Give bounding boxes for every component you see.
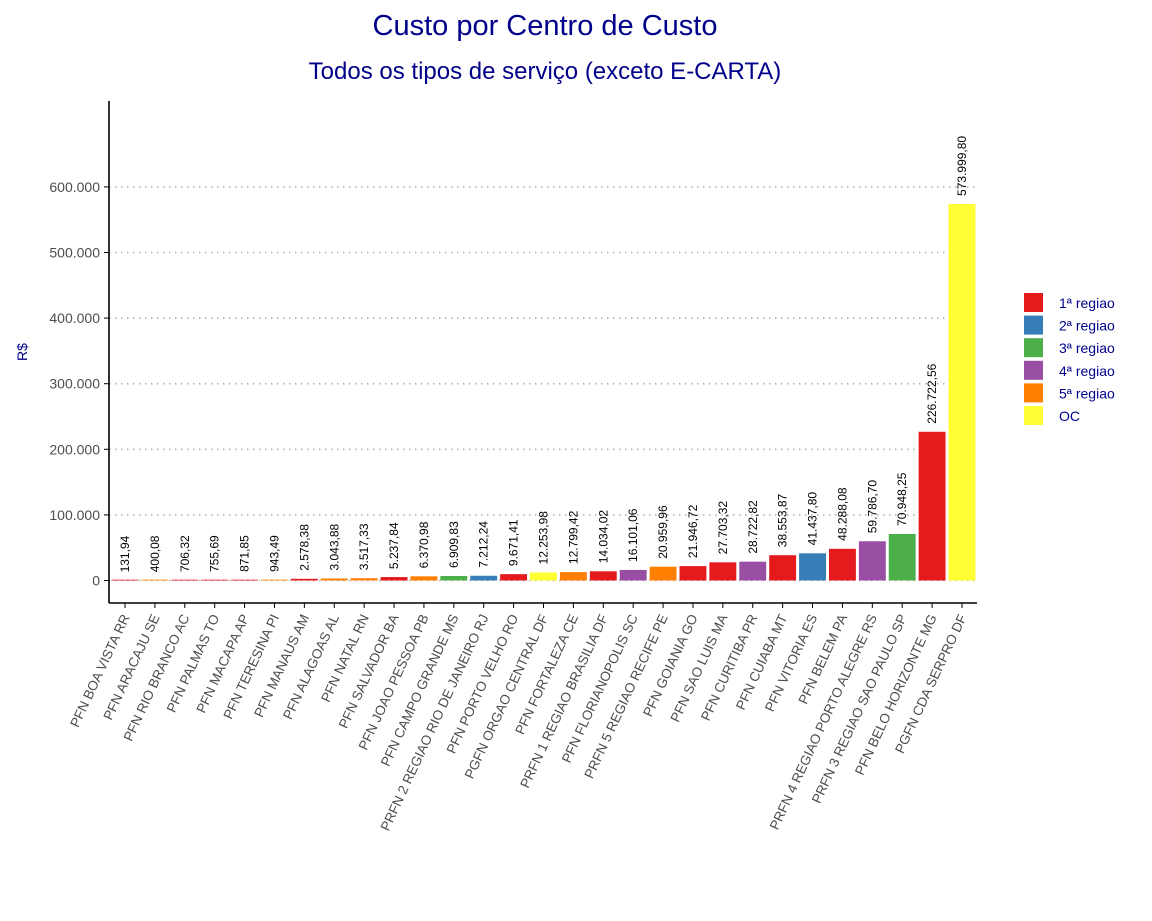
data-label: 573.999,80 bbox=[955, 136, 969, 196]
data-label: 48.288,08 bbox=[835, 487, 849, 541]
y-tick-label: 300.000 bbox=[49, 376, 100, 392]
data-label: 871,85 bbox=[238, 535, 252, 572]
bar bbox=[290, 578, 318, 581]
data-label: 14.034,02 bbox=[596, 510, 610, 564]
bar bbox=[589, 571, 617, 581]
bar bbox=[410, 576, 438, 581]
data-label: 2.578,38 bbox=[297, 524, 311, 571]
bar bbox=[201, 579, 229, 581]
data-label: 226.722,56 bbox=[925, 363, 939, 423]
bar bbox=[799, 553, 826, 581]
legend-label: 2ª regiao bbox=[1059, 318, 1115, 334]
data-label: 16.101,06 bbox=[626, 508, 640, 562]
bar bbox=[440, 575, 468, 581]
data-label: 400,08 bbox=[148, 535, 162, 572]
bar bbox=[709, 562, 737, 581]
y-tick-label: 400.000 bbox=[49, 310, 100, 326]
bar bbox=[141, 579, 169, 581]
data-label: 9.671,41 bbox=[507, 519, 521, 566]
data-label: 12.253,98 bbox=[537, 511, 551, 565]
data-label: 7.212,24 bbox=[477, 521, 491, 568]
axes: 0 100.000 200.000 300.000 400.000 500.000 600.… bbox=[14, 101, 977, 833]
data-label: 70.948,25 bbox=[895, 472, 909, 526]
chart-subtitle: Todos os tipos de serviço (exceto E-CART… bbox=[308, 58, 782, 85]
bar bbox=[858, 541, 886, 581]
y-tick-label: 100.000 bbox=[49, 507, 100, 523]
data-label: 5.237,84 bbox=[387, 522, 401, 569]
legend-swatch bbox=[1024, 406, 1043, 425]
data-label: 59.786,70 bbox=[865, 480, 879, 534]
data-label: 131,94 bbox=[118, 535, 132, 572]
bar bbox=[918, 431, 946, 581]
legend-swatch bbox=[1024, 293, 1043, 312]
data-label: 755,69 bbox=[208, 535, 222, 572]
y-tick-label: 600.000 bbox=[49, 179, 100, 195]
bar bbox=[500, 574, 528, 581]
y-tick-label: 500.000 bbox=[49, 245, 100, 261]
bar bbox=[171, 579, 199, 581]
chart-title: Custo por Centro de Custo bbox=[372, 10, 718, 42]
legend-swatch bbox=[1024, 360, 1043, 380]
data-label: 41.437,80 bbox=[806, 492, 820, 546]
bar bbox=[888, 533, 916, 581]
y-tick-label: 200.000 bbox=[49, 441, 100, 457]
bar bbox=[559, 572, 587, 581]
data-label: 21.946,72 bbox=[686, 504, 700, 558]
y-axis-title: R$ bbox=[14, 343, 30, 361]
bar bbox=[530, 572, 557, 581]
bar bbox=[350, 578, 378, 581]
data-label: 706,32 bbox=[178, 535, 192, 572]
bar bbox=[649, 566, 677, 581]
data-label: 28.722,82 bbox=[746, 500, 760, 554]
bar bbox=[679, 566, 707, 581]
data-label: 38.553,87 bbox=[776, 493, 790, 547]
data-label: 12.799,42 bbox=[566, 510, 580, 564]
legend-label: 5ª regiao bbox=[1059, 385, 1115, 401]
data-label: 943,49 bbox=[267, 535, 281, 572]
bar bbox=[619, 569, 647, 581]
bar bbox=[470, 575, 498, 581]
legend-swatch bbox=[1024, 315, 1043, 335]
bar bbox=[261, 579, 288, 581]
data-label: 6.370,98 bbox=[417, 521, 431, 568]
legend-label: 4ª regiao bbox=[1059, 363, 1115, 379]
bar bbox=[111, 579, 139, 581]
data-label: 3.517,33 bbox=[357, 523, 371, 570]
data-label: 3.043,88 bbox=[327, 523, 341, 570]
legend-swatch bbox=[1024, 338, 1043, 358]
bar bbox=[739, 561, 767, 581]
data-label: 6.909,83 bbox=[447, 521, 461, 568]
bar bbox=[769, 555, 797, 581]
bar bbox=[231, 579, 259, 581]
bar bbox=[380, 577, 408, 581]
bars: 131,94 400,08 706,32 755,69 871,85 943,49 2.57… bbox=[111, 136, 976, 581]
legend-label: 3ª regiao bbox=[1059, 340, 1115, 356]
bar bbox=[828, 548, 856, 581]
bar bbox=[948, 203, 976, 581]
data-label: 27.703,32 bbox=[716, 501, 730, 555]
bar bbox=[320, 578, 348, 581]
y-tick-label: 0 bbox=[92, 573, 100, 589]
legend-swatch bbox=[1024, 383, 1043, 403]
legend-label: OC bbox=[1059, 408, 1080, 424]
legend: 1ª regiao 2ª regiao 3ª regiao 4ª regiao 5ª r… bbox=[1024, 293, 1115, 425]
data-label: 20.959,96 bbox=[656, 505, 670, 559]
legend-label: 1ª regiao bbox=[1059, 295, 1115, 311]
